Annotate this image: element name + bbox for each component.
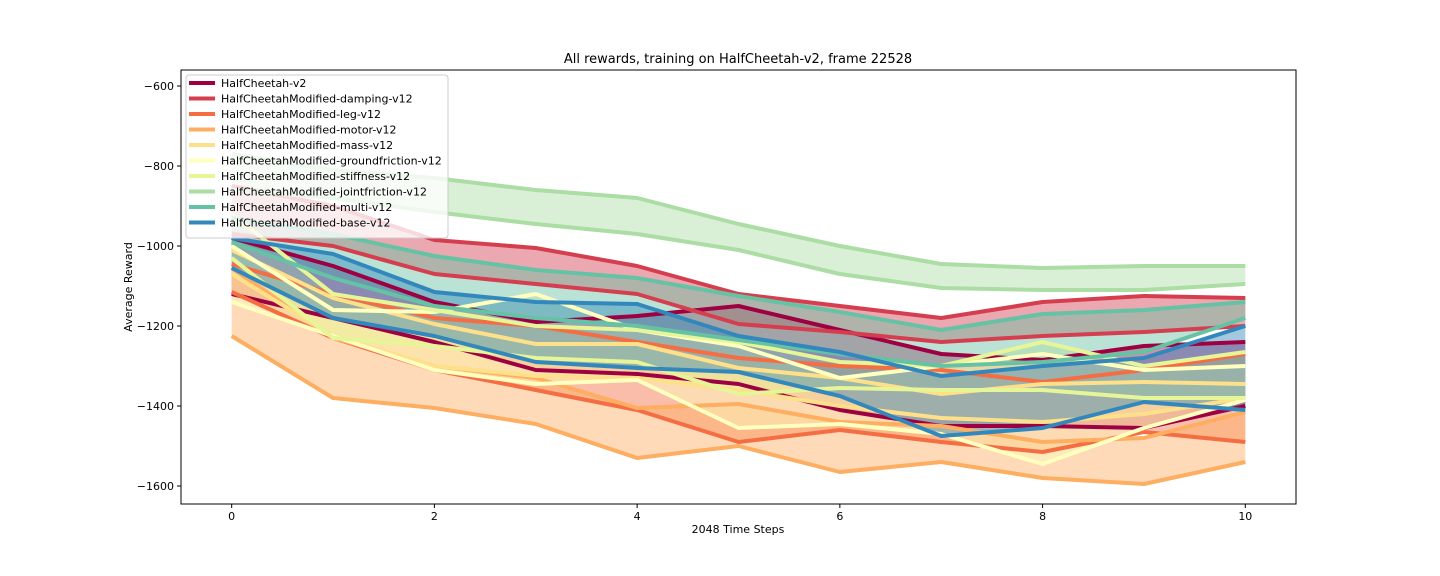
plot-area [180, 69, 1297, 505]
legend-label-6: HalfCheetahModified-stiffness-v12 [221, 170, 410, 183]
legend-label-2: HalfCheetahModified-leg-v12 [221, 108, 381, 121]
series-upper-line-0 [231, 236, 1246, 362]
series-upper-line-4 [230, 248, 1246, 396]
legend-label-4: HalfCheetahModified-mass-v12 [221, 139, 393, 152]
y-axis-label: Average Reward [122, 242, 135, 332]
plot-frame [180, 69, 1297, 505]
y-tick-label: −600 [144, 80, 174, 93]
legend-label-5: HalfCheetahModified-groundfriction-v12 [221, 155, 442, 168]
y-tick-label: −1200 [137, 320, 174, 333]
series-band-5 [231, 246, 1246, 464]
series-lower-line-6 [230, 256, 1246, 400]
x-tick-label: 10 [1238, 510, 1252, 523]
legend-label-8: HalfCheetahModified-multi-v12 [221, 201, 392, 214]
series-lower-line-3 [230, 334, 1246, 486]
y-tick-label: −1600 [137, 480, 174, 493]
series-lower-line-1 [231, 232, 1246, 344]
legend-label-7: HalfCheetahModified-jointfriction-v12 [221, 186, 427, 199]
y-tick-label: −1400 [137, 400, 174, 413]
series-lower-line-9 [230, 266, 1246, 438]
series-band-8 [231, 218, 1246, 366]
x-tick-label: 6 [836, 510, 843, 523]
series-lower-line-8 [231, 240, 1246, 368]
legend-label-9: HalfCheetahModified-base-v12 [221, 217, 390, 230]
y-tick-label: −1000 [137, 240, 174, 253]
y-axis: −600 −800 −1000 −1200 −1400 −1600 [137, 80, 181, 493]
line-layer [230, 152, 1246, 486]
legend-label-0: HalfCheetah-v2 [221, 77, 306, 90]
x-tick-label: 0 [228, 510, 235, 523]
x-axis-label: 2048 Time Steps [692, 523, 785, 536]
x-tick-label: 4 [634, 510, 641, 523]
x-tick-label: 2 [431, 510, 438, 523]
x-tick-label: 8 [1039, 510, 1046, 523]
series-lower-line-5 [231, 300, 1246, 466]
legend-label-3: HalfCheetahModified-motor-v12 [221, 124, 397, 137]
chart-title: All rewards, training on HalfCheetah-v2,… [564, 52, 912, 67]
series-upper-line-8 [231, 216, 1246, 332]
series-band-7 [231, 154, 1246, 290]
legend-box [185, 74, 449, 239]
series-band-1 [231, 186, 1246, 342]
y-tick-label: −800 [144, 160, 174, 173]
x-axis: 0 2 4 6 8 10 [228, 504, 1252, 523]
series-band-0 [231, 238, 1246, 428]
series-lower-line-0 [231, 292, 1246, 430]
series-upper-line-9 [231, 236, 1246, 378]
legend: HalfCheetah-v2 HalfCheetahModified-dampin… [185, 74, 449, 239]
legend-label-1: HalfCheetahModified-damping-v12 [221, 93, 413, 106]
